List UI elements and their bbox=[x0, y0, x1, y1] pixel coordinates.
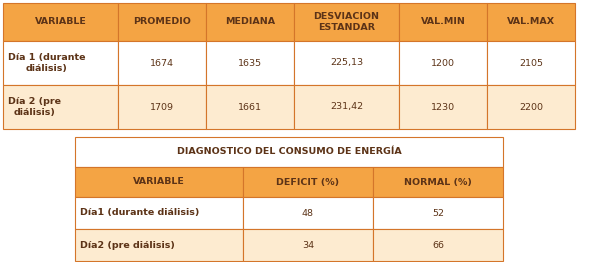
Bar bbox=[399, 3, 487, 41]
Text: 225,13: 225,13 bbox=[330, 58, 363, 68]
Text: Día 2 (pre
diálisis): Día 2 (pre diálisis) bbox=[8, 97, 61, 117]
Bar bbox=[118, 41, 206, 85]
Bar bbox=[294, 41, 399, 85]
Bar bbox=[373, 229, 503, 261]
Text: VAL.MIN: VAL.MIN bbox=[421, 18, 465, 26]
Text: PROMEDIO: PROMEDIO bbox=[133, 18, 191, 26]
Text: 52: 52 bbox=[432, 209, 444, 217]
Bar bbox=[294, 85, 399, 129]
Bar bbox=[487, 41, 575, 85]
Bar bbox=[3, 41, 118, 85]
Text: 1635: 1635 bbox=[238, 58, 262, 68]
Bar bbox=[373, 167, 503, 197]
Bar bbox=[243, 229, 373, 261]
Text: 1674: 1674 bbox=[150, 58, 174, 68]
Bar bbox=[118, 3, 206, 41]
Text: 1200: 1200 bbox=[431, 58, 455, 68]
Bar bbox=[487, 3, 575, 41]
Bar bbox=[399, 41, 487, 85]
Bar bbox=[206, 3, 294, 41]
Bar bbox=[243, 167, 373, 197]
Bar bbox=[75, 229, 243, 261]
Bar bbox=[118, 85, 206, 129]
Bar bbox=[243, 197, 373, 229]
Bar bbox=[206, 85, 294, 129]
Text: 2105: 2105 bbox=[519, 58, 543, 68]
Text: Día1 (durante diálisis): Día1 (durante diálisis) bbox=[80, 209, 199, 217]
Bar bbox=[3, 85, 118, 129]
Text: DESVIACION
ESTANDAR: DESVIACION ESTANDAR bbox=[313, 12, 379, 32]
Bar bbox=[373, 197, 503, 229]
Text: 231,42: 231,42 bbox=[330, 102, 363, 112]
Text: 1230: 1230 bbox=[431, 102, 455, 112]
Bar bbox=[399, 85, 487, 129]
Text: 1709: 1709 bbox=[150, 102, 174, 112]
Text: Día2 (pre diálisis): Día2 (pre diálisis) bbox=[80, 241, 175, 249]
Text: DIAGNOSTICO DEL CONSUMO DE ENERGÍA: DIAGNOSTICO DEL CONSUMO DE ENERGÍA bbox=[177, 148, 402, 156]
Text: 34: 34 bbox=[302, 241, 314, 249]
Text: VARIABLE: VARIABLE bbox=[34, 18, 86, 26]
Text: NORMAL (%): NORMAL (%) bbox=[404, 177, 472, 187]
Text: DEFICIT (%): DEFICIT (%) bbox=[276, 177, 340, 187]
Text: Día 1 (durante
diálisis): Día 1 (durante diálisis) bbox=[8, 53, 85, 73]
Bar bbox=[75, 167, 243, 197]
Text: 66: 66 bbox=[432, 241, 444, 249]
Bar bbox=[206, 41, 294, 85]
Bar bbox=[487, 85, 575, 129]
Text: VARIABLE: VARIABLE bbox=[133, 177, 185, 187]
Text: 2200: 2200 bbox=[519, 102, 543, 112]
Text: 1661: 1661 bbox=[238, 102, 262, 112]
Text: VAL.MAX: VAL.MAX bbox=[507, 18, 555, 26]
Text: 48: 48 bbox=[302, 209, 314, 217]
Bar bbox=[294, 3, 399, 41]
Bar bbox=[75, 197, 243, 229]
Text: MEDIANA: MEDIANA bbox=[225, 18, 275, 26]
Bar bbox=[3, 3, 118, 41]
Bar bbox=[75, 137, 503, 167]
